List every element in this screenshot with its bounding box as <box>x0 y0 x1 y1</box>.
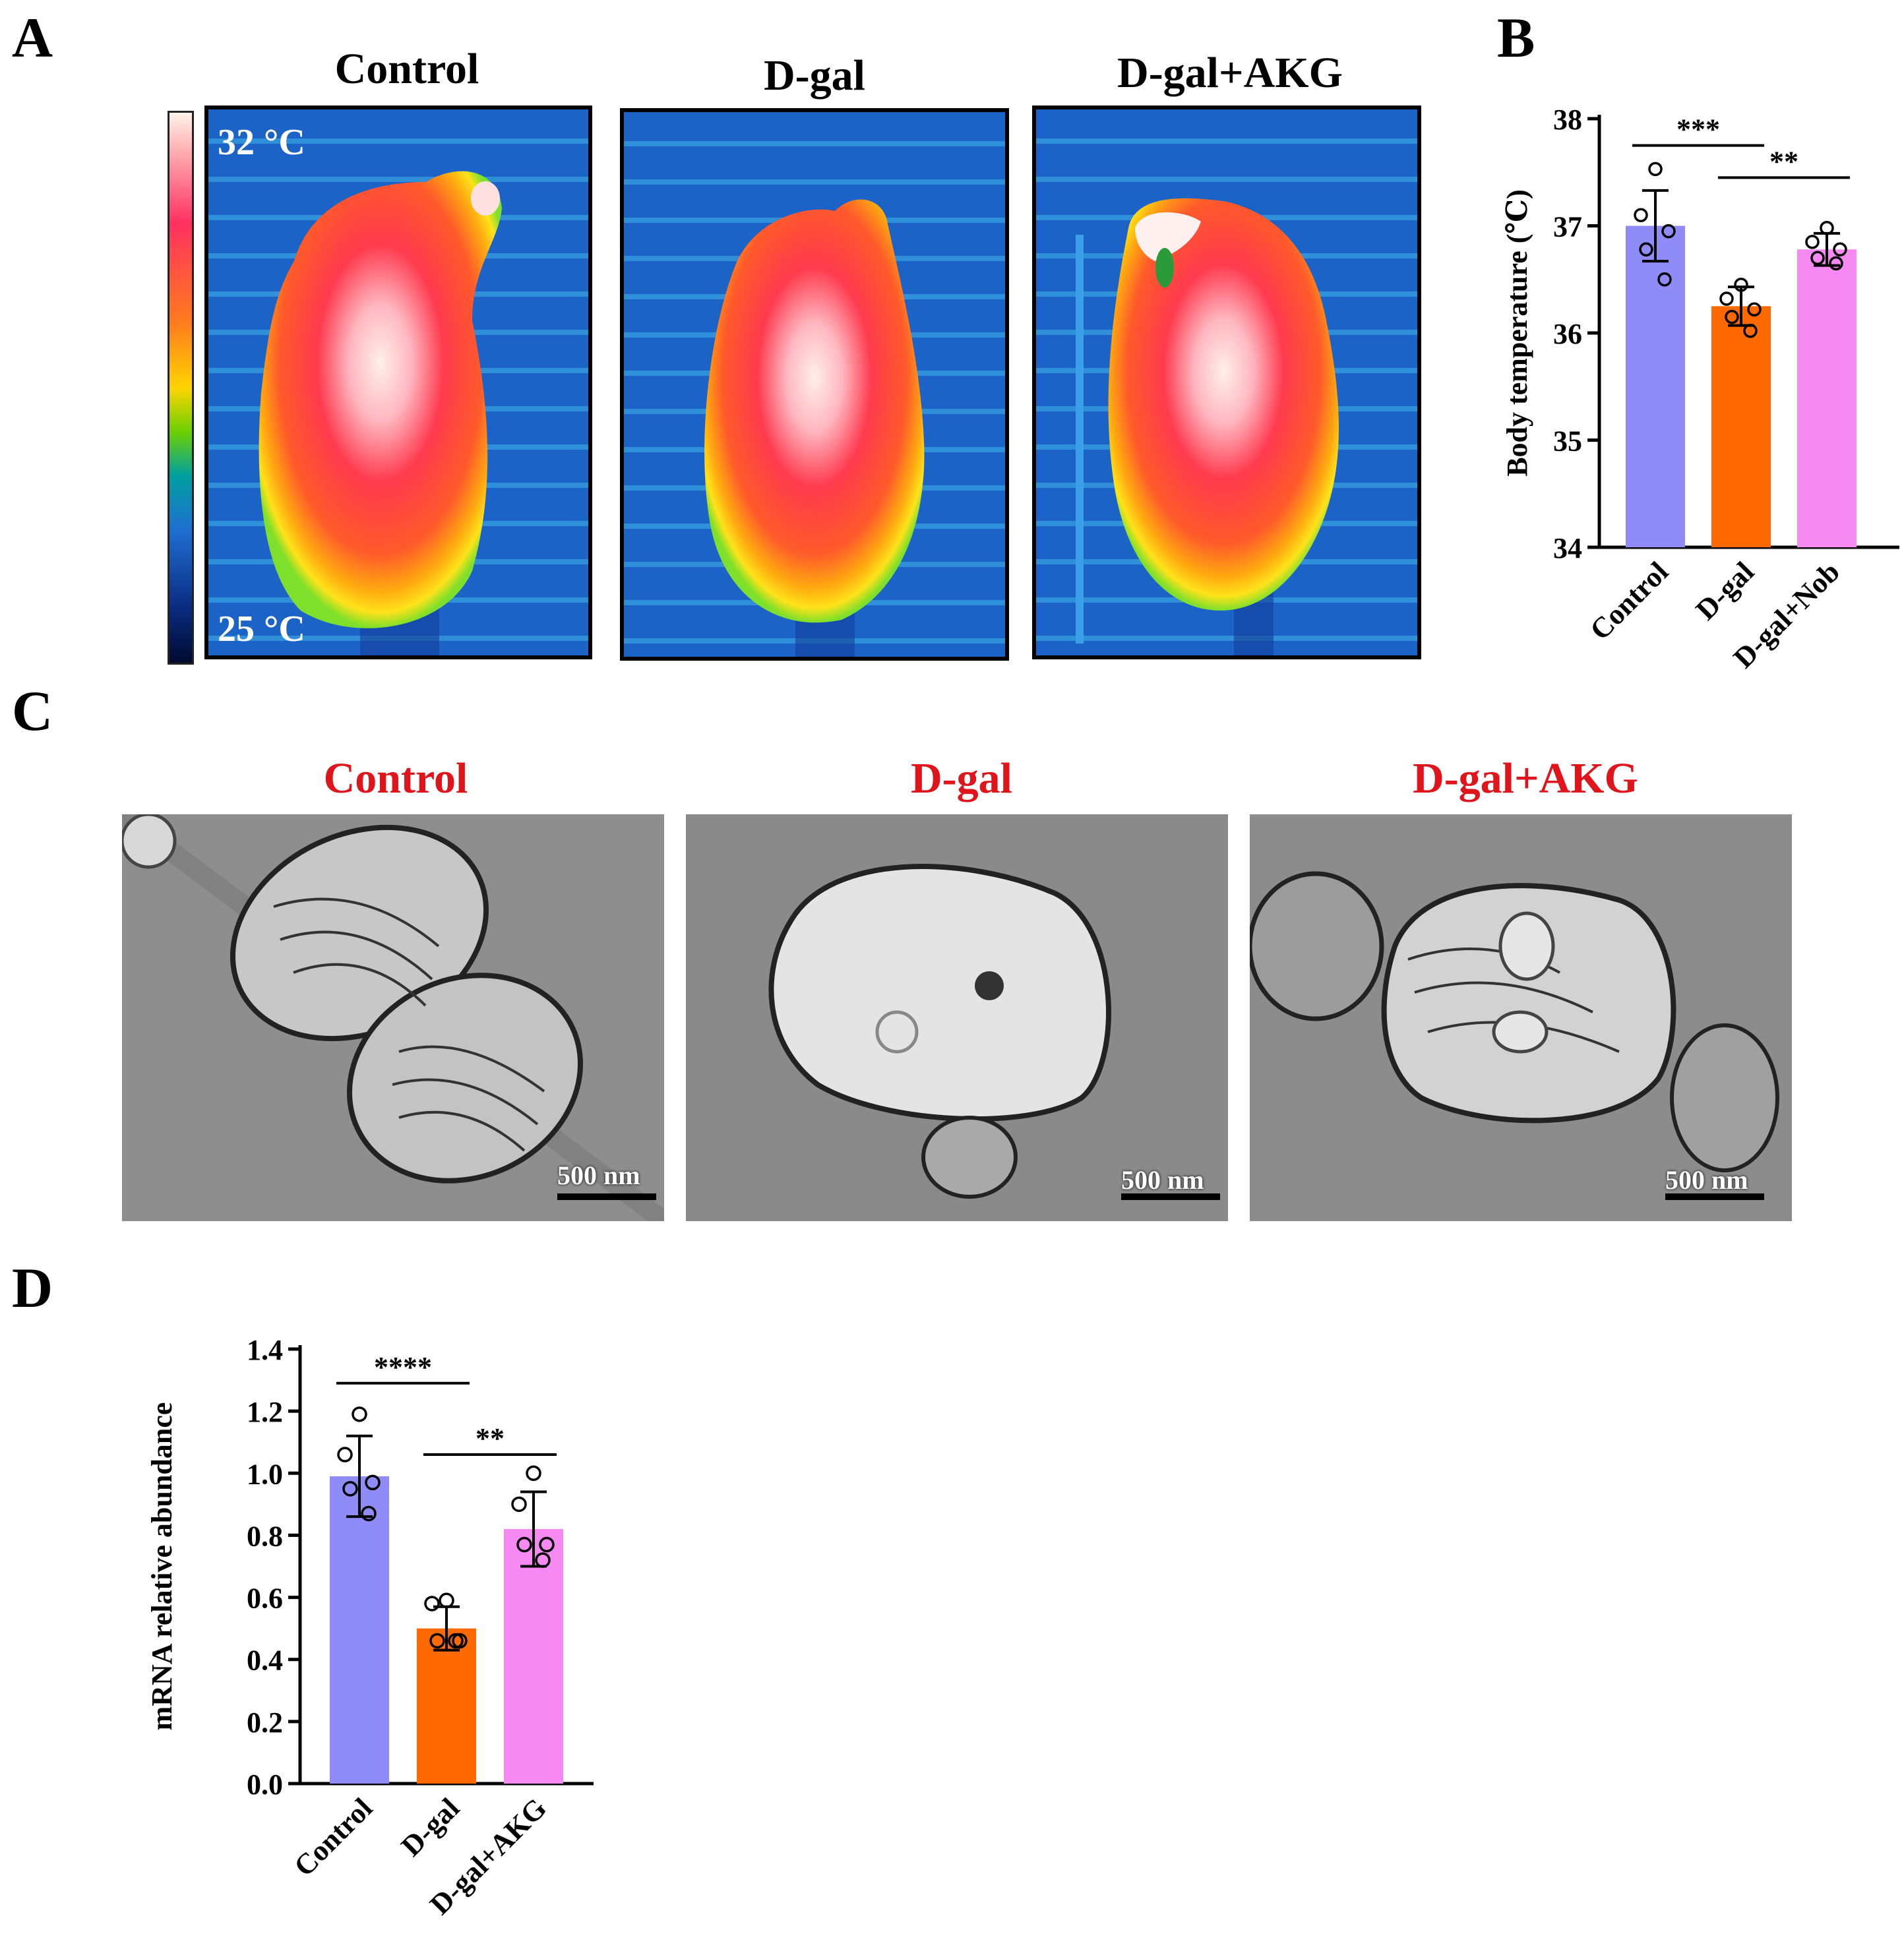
chart-mrna-abundance: 0.0 0.2 0.4 0.6 0.8 1.0 1.2 1.4 mRNA relative ab… <box>146 1334 594 1921</box>
y-tick-label: 38 <box>1553 104 1582 136</box>
tem-title-control: Control <box>323 754 468 802</box>
y-tick-label: 36 <box>1553 318 1582 350</box>
y-tick-label: 37 <box>1553 211 1582 243</box>
data-point <box>539 1536 555 1553</box>
data-point <box>1805 235 1820 249</box>
bar <box>1711 306 1771 547</box>
data-point <box>1719 291 1734 306</box>
bar <box>504 1529 563 1784</box>
data-point <box>1810 251 1825 265</box>
data-point <box>439 1592 454 1609</box>
data-point <box>424 1596 440 1611</box>
data-point <box>1634 208 1648 222</box>
x-tick-label: Control <box>1583 555 1674 646</box>
thermal-image-dgal <box>620 108 1009 661</box>
tem-title-dgal-akg: D-gal+AKG <box>1413 754 1638 802</box>
data-point <box>1639 242 1653 256</box>
x-tick-label: D-gal <box>1690 555 1760 626</box>
thermal-title-dgal-akg: D-gal+AKG <box>1117 49 1343 97</box>
panel-label-d: D <box>12 1256 53 1319</box>
y-tick-label: 0.2 <box>247 1706 283 1739</box>
y-tick-label: 1.4 <box>247 1334 283 1366</box>
tem-scale-label-control: 500 nm <box>557 1160 640 1190</box>
scale-max-label: 32 °C <box>218 122 305 163</box>
y-tick-label: 35 <box>1553 425 1582 458</box>
tem-image-control: 500 nm <box>122 814 664 1221</box>
thermal-mouse-control <box>208 109 588 655</box>
data-point <box>1829 256 1843 271</box>
tem-title-dgal: D-gal <box>911 754 1012 802</box>
panel-label-a: A <box>12 6 53 69</box>
mitochondria-control <box>122 814 664 1221</box>
chart-body-temperature: 34 35 36 37 38 Body temperature (℃) Control D-g… <box>1501 104 1899 675</box>
y-tick-label: 34 <box>1553 532 1582 564</box>
y-tick-label: 1.2 <box>247 1396 283 1428</box>
significance-label: ** <box>1769 145 1798 177</box>
data-point <box>516 1536 532 1553</box>
significance-label: *** <box>1676 113 1720 146</box>
data-point <box>448 1633 464 1649</box>
thermal-title-control: Control <box>334 45 479 93</box>
data-point <box>535 1552 551 1568</box>
tem-scale-label-dgal: 500 nm <box>1121 1165 1204 1195</box>
significance-label: ** <box>476 1422 505 1455</box>
data-point <box>365 1474 381 1491</box>
thermal-image-control: 32 °C 25 °C <box>204 105 592 659</box>
tem-image-dgal: 500 nm <box>686 814 1228 1221</box>
data-point <box>337 1447 353 1462</box>
tem-image-dgal-akg: 500 nm <box>1250 814 1792 1221</box>
x-tick-label: D-gal <box>395 1791 466 1862</box>
data-point <box>1747 302 1762 316</box>
y-axis-label: mRNA relative abundance <box>146 1402 178 1731</box>
thermal-mouse-dgal <box>624 112 1005 657</box>
thermal-title-dgal: D-gal <box>764 51 865 100</box>
data-point <box>1833 242 1847 256</box>
bar <box>1626 226 1685 547</box>
panel-label-b: B <box>1497 6 1535 69</box>
y-tick-label: 0.6 <box>247 1582 283 1615</box>
data-point <box>361 1505 377 1522</box>
data-point <box>1648 162 1663 177</box>
data-point <box>526 1465 541 1482</box>
bar <box>417 1628 476 1784</box>
mitochondria-dgal-akg <box>1250 814 1792 1221</box>
data-point <box>342 1481 358 1497</box>
thermal-color-scale <box>168 111 194 665</box>
bar <box>330 1476 389 1784</box>
data-point <box>1743 324 1758 338</box>
data-point <box>1820 221 1834 235</box>
significance-label: **** <box>374 1351 432 1383</box>
data-point <box>352 1406 367 1422</box>
data-point <box>1725 309 1739 324</box>
data-point <box>1657 272 1672 287</box>
bar <box>1797 249 1857 547</box>
y-tick-label: 0.8 <box>247 1520 283 1552</box>
mitochondria-dgal <box>686 814 1228 1221</box>
thermal-image-dgal-akg <box>1032 105 1421 659</box>
y-tick-label: 0.4 <box>247 1644 283 1677</box>
tem-scale-label-dgal-akg: 500 nm <box>1665 1165 1748 1195</box>
y-tick-label: 1.0 <box>247 1458 283 1490</box>
panel-label-c: C <box>12 679 53 742</box>
data-point <box>1661 224 1676 239</box>
x-tick-label: Control <box>288 1791 379 1882</box>
data-point <box>429 1633 445 1649</box>
y-tick-label: 0.0 <box>247 1768 283 1801</box>
y-axis-label: Body temperature (℃) <box>1501 189 1533 477</box>
data-point <box>511 1496 527 1513</box>
data-point <box>1734 278 1748 292</box>
scale-min-label: 25 °C <box>218 609 305 649</box>
thermal-mouse-dgal-akg <box>1036 109 1417 655</box>
